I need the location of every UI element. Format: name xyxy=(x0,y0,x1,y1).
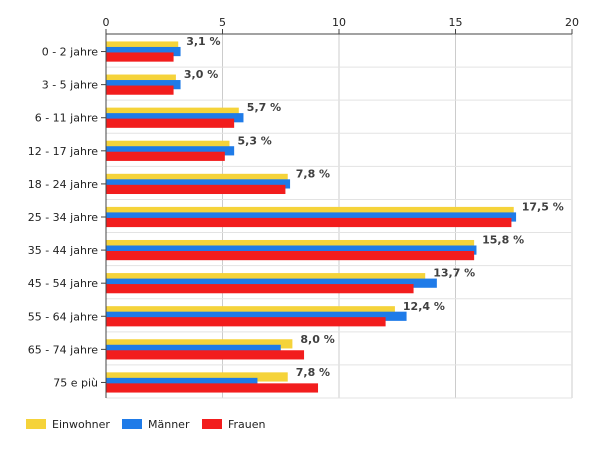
bar-frauen xyxy=(106,52,174,62)
x-tick-label-0: 0 xyxy=(103,16,110,29)
legend-swatch xyxy=(122,419,142,429)
category-label: 3 - 5 jahre xyxy=(42,79,99,92)
bar-frauen xyxy=(106,151,225,161)
bar-frauen xyxy=(106,383,319,393)
data-label: 8,0 % xyxy=(300,333,334,346)
legend: Einwohner Männer Frauen xyxy=(26,418,266,431)
data-label: 3,0 % xyxy=(184,68,218,81)
data-label: 7,8 % xyxy=(296,366,330,379)
x-tick-label-10: 10 xyxy=(332,16,346,29)
bar-einwohner xyxy=(106,239,475,250)
legend-label: Frauen xyxy=(228,418,266,431)
bar-frauen xyxy=(106,350,305,360)
legend-label: Einwohner xyxy=(52,418,110,431)
bar-mnner xyxy=(106,245,477,255)
category-label: 75 e più xyxy=(53,376,98,389)
bar-einwohner xyxy=(106,74,176,84)
category-label: 18 - 24 jahre xyxy=(28,178,99,191)
bar-mnner xyxy=(106,278,437,288)
bar-frauen xyxy=(106,317,386,327)
category-label: 55 - 64 jahre xyxy=(28,310,99,323)
bar-einwohner xyxy=(106,206,514,217)
x-tick-label-15: 15 xyxy=(449,16,463,29)
x-tick-label-5: 5 xyxy=(219,16,226,29)
bar-frauen xyxy=(106,184,286,195)
bar-einwohner xyxy=(106,173,288,184)
category-label: 0 - 2 jahre xyxy=(42,46,99,59)
bar-einwohner xyxy=(106,339,293,349)
bar-frauen xyxy=(106,250,475,261)
bar-mnner xyxy=(106,113,244,123)
data-label: 13,7 % xyxy=(433,267,475,280)
bar-frauen xyxy=(106,284,414,294)
bar-mnner xyxy=(106,212,517,222)
category-label: 35 - 44 jahre xyxy=(28,244,99,257)
legend-swatch xyxy=(26,419,46,429)
legend-swatch xyxy=(202,419,222,429)
category-label: 65 - 74 jahre xyxy=(28,343,99,356)
data-label: 5,7 % xyxy=(247,101,281,114)
bar-frauen xyxy=(106,85,174,95)
bar-einwohner xyxy=(106,140,230,150)
x-tick-label-20: 20 xyxy=(565,16,579,29)
data-label: 15,8 % xyxy=(482,234,524,247)
data-labels: 3,1 % 3,0 % 5,7 % 5,3 % 7,8 % 17,5 % 15,8 % 13,… xyxy=(184,35,564,379)
bar-einwohner xyxy=(106,107,239,117)
axes: 0 5 10 15 20 0 - 2 jahre 3 - 5 jahre 6 - 11 jah… xyxy=(28,16,579,398)
bar-einwohner xyxy=(106,372,288,382)
bar-frauen xyxy=(106,217,512,228)
data-label: 3,1 % xyxy=(186,35,220,48)
bars xyxy=(106,41,517,393)
data-label: 17,5 % xyxy=(522,201,564,214)
bar-einwohner xyxy=(106,41,179,51)
bar-mnner xyxy=(106,146,235,156)
bar-mnner xyxy=(106,311,407,321)
category-label: 12 - 17 jahre xyxy=(28,145,99,158)
bar-einwohner xyxy=(106,273,426,283)
category-label: 25 - 34 jahre xyxy=(28,211,99,224)
bar-einwohner xyxy=(106,306,395,316)
bar-frauen xyxy=(106,118,235,128)
bar-mnner xyxy=(106,179,291,189)
data-label: 5,3 % xyxy=(237,134,271,147)
bar-mnner xyxy=(106,80,181,90)
bar-mnner xyxy=(106,344,281,354)
data-label: 12,4 % xyxy=(403,300,445,313)
bar-mnner xyxy=(106,46,181,57)
bar-mnner xyxy=(106,377,258,388)
legend-label: Männer xyxy=(148,418,190,431)
data-label: 7,8 % xyxy=(296,167,330,180)
category-label: 6 - 11 jahre xyxy=(35,112,99,125)
category-label: 45 - 54 jahre xyxy=(28,277,99,290)
